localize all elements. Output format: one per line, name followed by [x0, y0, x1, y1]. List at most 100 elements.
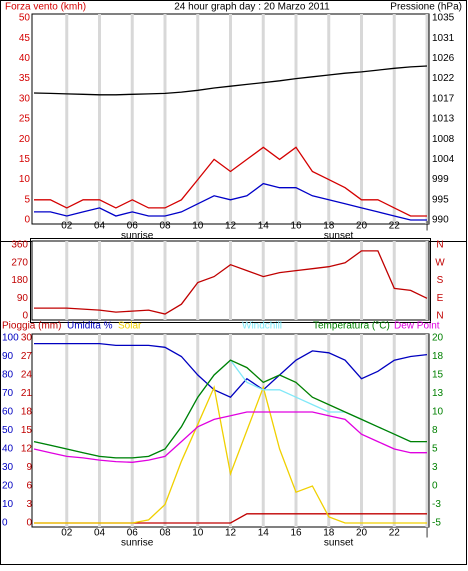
y-tick-label: 9: [26, 462, 32, 473]
y-tick-label: 45: [19, 33, 31, 44]
legend-label: Dew Point: [394, 321, 440, 332]
x-tick-label: 20: [356, 528, 368, 539]
y-tick-label: 20: [19, 134, 31, 145]
y-tick-label: 18: [432, 351, 444, 362]
y-tick-label: 10: [19, 174, 31, 185]
y-tick-label: 360: [11, 240, 28, 251]
x-tick-label: 22: [389, 528, 401, 539]
y-tick-label: 1004: [432, 154, 455, 165]
annotation: sunset: [324, 538, 354, 549]
y-tick-label: 6: [26, 481, 32, 492]
series-line: [33, 359, 427, 459]
series-line: [34, 146, 427, 217]
y-tick-label: 30: [2, 462, 14, 473]
x-tick-label: 06: [127, 528, 139, 539]
y-tick-label: 995: [432, 194, 449, 205]
y-tick-label: 0: [24, 215, 30, 226]
y-tick-label: 15: [21, 425, 33, 436]
y-tick-label: 3: [26, 499, 32, 510]
y-tick-label: 180: [11, 275, 28, 286]
x-tick-label: 22: [389, 221, 401, 232]
y-tick-label: -3: [432, 499, 441, 510]
direction-panel-frame: [30, 238, 431, 323]
y-tick-label: 80: [2, 370, 14, 381]
x-tick-label: 12: [225, 528, 237, 539]
y-tick-label: S: [437, 275, 444, 286]
series-line: [34, 385, 427, 524]
legend-label: Pioggia (mm): [2, 321, 61, 332]
y-tick-label: 90: [2, 351, 14, 362]
y-tick-label: 50: [19, 13, 31, 24]
y-tick-label: 30: [21, 333, 33, 344]
series-line: [34, 250, 428, 315]
y-tick-label: 90: [17, 293, 29, 304]
y-tick-label: 70: [2, 388, 14, 399]
y-tick-label: 10: [432, 407, 444, 418]
legend-label: Umidita %: [67, 321, 113, 332]
annotation: sunrise: [121, 538, 154, 549]
x-tick-label: 16: [290, 528, 302, 539]
x-tick-label: 16: [290, 221, 302, 232]
y-tick-label: 13: [432, 388, 444, 399]
annotation: sunrise: [121, 231, 154, 242]
y-tick-label: 1022: [432, 73, 455, 84]
series-line: [33, 65, 428, 96]
y-tick-label: 100: [2, 333, 19, 344]
y-tick-label: 0: [432, 481, 438, 492]
y-tick-label: N: [436, 240, 443, 251]
y-tick-label: 1017: [432, 93, 455, 104]
x-tick-label: 02: [61, 528, 73, 539]
x-tick-label: 08: [159, 221, 171, 232]
y-tick-label: 1031: [432, 33, 455, 44]
y-tick-label: 999: [432, 174, 449, 185]
x-tick-label: 20: [356, 221, 368, 232]
y-tick-label: 35: [19, 73, 31, 84]
y-tick-label: 12: [21, 444, 33, 455]
x-tick-label: 18: [323, 221, 335, 232]
y-tick-label: 10: [2, 499, 14, 510]
y-tick-label: 5: [432, 444, 438, 455]
pressure-axis-label: Pressione (hPa): [390, 2, 462, 13]
legend-label: Solar: [118, 321, 142, 332]
x-tick-label: 12: [225, 221, 237, 232]
y-tick-label: 1008: [432, 134, 455, 145]
y-tick-label: 1035: [432, 13, 455, 24]
x-tick-label: 10: [192, 528, 204, 539]
y-tick-label: 5: [24, 194, 30, 205]
x-tick-label: 06: [127, 221, 139, 232]
x-tick-label: 10: [192, 221, 204, 232]
y-tick-label: 40: [19, 53, 31, 64]
y-tick-label: 1026: [432, 53, 455, 64]
y-tick-label: 0: [22, 311, 28, 322]
y-tick-label: 270: [11, 257, 28, 268]
wind-axis-label: Forza vento (kmh): [5, 2, 86, 13]
x-tick-label: 14: [258, 221, 270, 232]
y-tick-label: 8: [432, 425, 438, 436]
legend-label: Temperatura (°C): [313, 321, 390, 332]
y-tick-label: W: [435, 257, 445, 268]
y-tick-label: N: [436, 311, 443, 322]
y-tick-label: 990: [432, 215, 449, 226]
y-tick-label: E: [437, 293, 444, 304]
x-tick-label: 14: [258, 528, 270, 539]
y-tick-label: 30: [19, 93, 31, 104]
y-tick-label: 18: [21, 407, 33, 418]
y-tick-label: 60: [2, 407, 14, 418]
y-tick-label: 0: [2, 518, 8, 529]
series-line: [34, 342, 428, 398]
x-tick-label: 02: [61, 221, 73, 232]
x-tick-label: 08: [159, 528, 171, 539]
y-tick-label: 40: [2, 444, 14, 455]
x-tick-label: |: [426, 528, 429, 539]
x-tick-label: 04: [94, 528, 106, 539]
y-tick-label: 27: [21, 351, 33, 362]
y-tick-label: 3: [432, 462, 438, 473]
y-tick-label: 50: [2, 425, 14, 436]
series-line: [34, 182, 427, 221]
legend-label: Windchill: [242, 321, 282, 332]
chart-title: 24 hour graph day : 20 Marzo 2011: [174, 2, 330, 13]
y-tick-label: -5: [432, 518, 441, 529]
y-tick-label: 15: [19, 154, 31, 165]
y-tick-label: 0: [26, 518, 32, 529]
